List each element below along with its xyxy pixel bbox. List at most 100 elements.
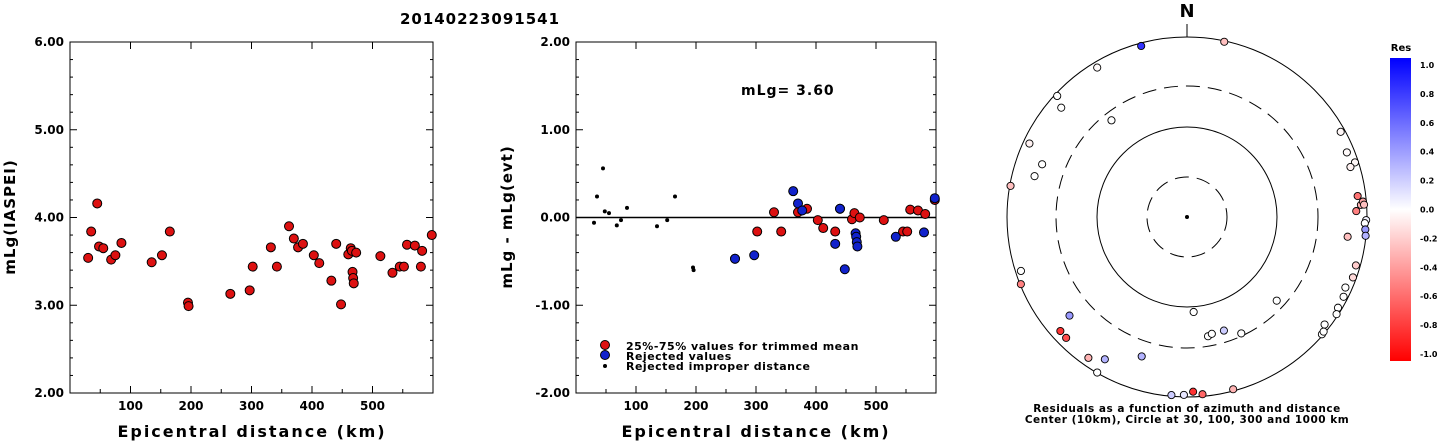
- polar-point: [1053, 91, 1062, 101]
- polar-point: [1030, 172, 1039, 181]
- polar-point: [1351, 261, 1360, 270]
- colorbar-tick-label: 0.4: [1420, 148, 1435, 157]
- plot0-point-mag: [417, 245, 428, 256]
- colorbar-tick-label: -0.8: [1420, 321, 1437, 330]
- plot1-xtick-label: 100: [623, 399, 648, 413]
- plot2-ticks: 100 200 300 400 500 -2.00 -1.00 0.00 1.00 2.00: [535, 35, 936, 413]
- polar-point: [1100, 355, 1109, 364]
- plot1-point-improper: [619, 218, 623, 223]
- legend-marker-trimmed: [600, 340, 610, 350]
- plot1-point-improper: [665, 218, 670, 223]
- polar-point: [1346, 162, 1355, 172]
- polar-point: [1352, 207, 1361, 216]
- plot0-xtick-label: 400: [299, 399, 324, 413]
- polar-point: [1353, 191, 1362, 201]
- plot1-point-improper: [595, 194, 599, 199]
- plot0-point-mag: [284, 221, 295, 232]
- plot1-point-rejected: [797, 205, 808, 216]
- plot2-legend: 25%-75% values for trimmed mean Rejected…: [600, 340, 859, 373]
- polar-point: [1179, 390, 1188, 399]
- polar-point: [1237, 329, 1246, 338]
- plot1-ytick-label: -2.00: [535, 386, 570, 400]
- polar-caption-line1: Residuals as a function of azimuth and d…: [1033, 403, 1340, 415]
- plot1-point-trimmed: [878, 215, 889, 226]
- polar-point: [1342, 148, 1351, 157]
- legend-label-trimmed: 25%-75% values for trimmed mean: [626, 340, 859, 353]
- polar-point: [1319, 327, 1328, 336]
- plot0-point-mag: [331, 238, 342, 249]
- magnitude-vs-distance-plot: 100 200 300 400 500 2.00 3.00 4.00 5.00 6.00 Epic…: [1, 35, 437, 441]
- plot0-point-mag: [265, 242, 276, 253]
- plot0-point-mag: [387, 267, 398, 278]
- plot2-annotation: mLg= 3.60: [741, 83, 835, 99]
- polar-point: [1361, 231, 1370, 240]
- legend-label-improper: Rejected improper distance: [626, 360, 810, 373]
- plot0-xtick-label: 200: [178, 399, 203, 413]
- polar-point: [1057, 103, 1066, 112]
- azimuth-residual-plot: N Residuals as a function of azimuth and…: [1006, 1, 1371, 426]
- plot0-ytick-label: 3.00: [34, 298, 64, 312]
- plot0-point-mag: [116, 237, 127, 248]
- plot1-point-improper: [592, 220, 596, 225]
- plot1-y-label: mLg(IASPEI): [1, 159, 19, 274]
- plot1-point-improper: [601, 166, 605, 171]
- polar-point: [1343, 232, 1352, 241]
- plot0-point-mag: [146, 257, 157, 268]
- plot0-point-mag: [156, 250, 167, 261]
- plot0-ytick-label: 6.00: [34, 35, 64, 49]
- plot0-point-mag: [92, 198, 103, 209]
- plot0-point-mag: [247, 261, 258, 272]
- plot0-point-mag: [83, 252, 94, 263]
- polar-point: [1359, 200, 1369, 209]
- plot1-point-improper: [691, 268, 696, 273]
- polar-point: [1038, 160, 1047, 169]
- polar-point: [1025, 139, 1034, 148]
- plot0-point-mag: [297, 238, 308, 249]
- plot1-point-trimmed: [902, 226, 913, 237]
- plot1-point-improper: [602, 209, 607, 214]
- polar-point: [1016, 280, 1025, 289]
- colorbar-ticks: 1.0 0.8 0.6 0.4 0.2 0.0 -0.2 -0.4 -0.6 -0.8 -1.0: [1420, 61, 1437, 359]
- colorbar-gradient: [1390, 58, 1411, 361]
- polar-point: [1084, 353, 1093, 362]
- plot0-xtick-label: 300: [239, 399, 264, 413]
- polar-point: [1348, 273, 1358, 282]
- plot1-frame: [69, 41, 434, 394]
- plot1-points: [83, 198, 437, 312]
- plot0-point-mag: [348, 278, 359, 289]
- plot1-xtick-label: 400: [803, 399, 828, 413]
- plot0-point-mag: [244, 285, 255, 296]
- north-label: N: [1179, 1, 1194, 22]
- plot1-point-improper: [655, 224, 659, 229]
- plot0-point-mag: [225, 288, 236, 299]
- colorbar-tick-label: 0.0: [1420, 206, 1435, 215]
- ring-100km: [1096, 126, 1278, 308]
- colorbar-tick-label: 0.6: [1420, 119, 1435, 128]
- colorbar-title: Res: [1391, 43, 1411, 54]
- plot0-ytick-label: 5.00: [34, 123, 64, 137]
- plot1-point-trimmed: [752, 226, 763, 237]
- plot0-point-mag: [308, 250, 319, 261]
- plot1-point-rejected: [730, 253, 740, 264]
- plot0-point-mag: [351, 247, 362, 258]
- plot0-xtick-label: 100: [118, 399, 143, 413]
- polar-point: [1189, 387, 1198, 396]
- plot1-point-rejected: [852, 241, 863, 252]
- plot1-x-label: Epicentral distance (km): [117, 422, 386, 441]
- plot1-point-trimmed: [818, 223, 829, 234]
- polar-point: [1198, 390, 1207, 399]
- colorbar-tick-label: 0.2: [1420, 177, 1434, 186]
- figure-title: 20140223091541: [400, 10, 560, 28]
- plot1-point-rejected: [749, 250, 760, 261]
- plot1-ytick-label: -1.00: [535, 298, 570, 312]
- polar-point: [1006, 181, 1015, 190]
- colorbar-tick-label: -0.6: [1420, 292, 1437, 301]
- plot1-point-trimmed: [812, 215, 823, 226]
- colorbar-tick-label: -1.0: [1420, 350, 1437, 359]
- polar-point: [1093, 63, 1102, 72]
- plot0-xtick-label: 500: [360, 399, 385, 413]
- plot0-ytick-label: 2.00: [34, 386, 64, 400]
- residual-vs-distance-plot: 100 200 300 400 500 -2.00 -1.00 0.00 1.00 2.00 mL…: [498, 35, 940, 441]
- polar-point: [1065, 311, 1074, 320]
